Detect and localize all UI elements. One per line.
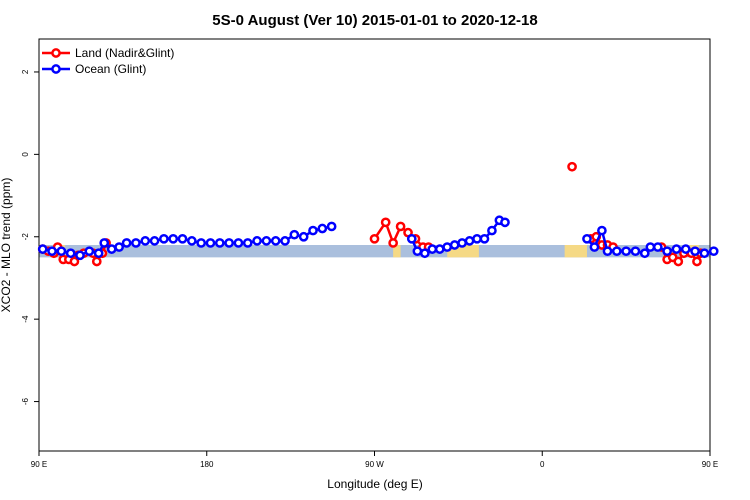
series-1-point-21 — [224, 238, 234, 248]
ocean-band — [39, 245, 710, 258]
series-1-point-11 — [131, 238, 141, 248]
series-1-point-18 — [196, 238, 207, 248]
series-1-point-20 — [214, 238, 225, 248]
series-1-point-53 — [630, 246, 641, 257]
legend: Land (Nadir&Glint) Ocean (Glint) — [42, 46, 174, 76]
series-1-point-58 — [671, 244, 682, 254]
series-0-point-16 — [395, 221, 406, 232]
series-1-point-31 — [317, 223, 328, 234]
series-1-point-13 — [149, 236, 160, 246]
series-1-point-0 — [37, 244, 48, 254]
series-1-point-9 — [114, 242, 124, 252]
series-1-point-34 — [412, 246, 423, 257]
legend-marker-0 — [51, 48, 61, 58]
y-tick-label-1: 0 — [21, 152, 30, 157]
x-tick-label-2: 90 W — [365, 460, 384, 469]
series-1-point-6 — [93, 248, 104, 259]
series-1-point-38 — [442, 242, 453, 252]
y-tick-label-2: -2 — [21, 233, 30, 241]
series-1-point-43 — [479, 233, 490, 244]
x-axis-label: Longitude (deg E) — [327, 477, 422, 491]
series-1-point-32 — [326, 221, 337, 232]
series-1-point-36 — [427, 244, 438, 254]
y-tick-label-4: -6 — [21, 397, 30, 405]
series-1-point-51 — [611, 246, 622, 257]
series-1-point-16 — [177, 233, 188, 244]
series-1-point-22 — [233, 238, 244, 248]
series-1-point-33 — [406, 233, 417, 244]
series-1-point-23 — [242, 238, 253, 248]
series-0-point-10 — [91, 256, 102, 267]
series-0-point-21 — [567, 161, 577, 172]
y-tick-label-0: 2 — [21, 69, 30, 74]
series-1-point-30 — [308, 225, 318, 236]
series-1-point-17 — [186, 236, 197, 246]
series-1-point-54 — [639, 248, 650, 259]
legend-label-0: Land (Nadir&Glint) — [75, 46, 174, 60]
series-1-point-4 — [75, 250, 85, 261]
y-axis-label: XCO2 - MLO trend (ppm) — [0, 178, 13, 313]
series-1-point-7 — [99, 238, 110, 248]
series-1-point-15 — [168, 233, 179, 244]
series-1-point-48 — [589, 242, 600, 252]
series-1-point-24 — [252, 236, 262, 246]
x-tick-label-0: 90 E — [31, 460, 47, 469]
series-0-point-33 — [692, 256, 702, 267]
series-1-point-55 — [645, 242, 656, 252]
series-1-point-25 — [261, 236, 272, 246]
series-1-point-5 — [84, 246, 95, 257]
legend-marker-1 — [51, 64, 61, 74]
series-1-point-35 — [419, 248, 430, 259]
chart-title: 5S-0 August (Ver 10) 2015-01-01 to 2020-… — [212, 12, 537, 29]
series-1-point-1 — [47, 246, 57, 257]
series-1-point-41 — [464, 236, 475, 246]
land-band-1 — [393, 245, 401, 258]
series-1-point-46 — [500, 217, 510, 228]
series-1-point-61 — [699, 248, 710, 259]
series-1-point-56 — [652, 242, 663, 252]
series-1-point-50 — [602, 246, 613, 257]
series-1-point-27 — [280, 236, 290, 246]
series-1-point-3 — [65, 248, 76, 259]
series-1-point-8 — [106, 244, 117, 254]
series-1-point-59 — [680, 244, 691, 254]
series-1-point-47 — [582, 233, 592, 244]
series-1 — [37, 215, 719, 261]
series-1-point-60 — [690, 246, 700, 257]
x-tick-label-3: 0 — [540, 460, 545, 469]
series-1-point-14 — [159, 233, 169, 244]
x-tick-label-4: 90 E — [702, 460, 718, 469]
series-1-point-62 — [708, 246, 719, 257]
series-0-point-14 — [380, 217, 391, 228]
series-1-point-12 — [140, 236, 151, 246]
series-1-point-42 — [472, 233, 482, 244]
series-1-point-40 — [457, 238, 467, 248]
series-1-point-10 — [121, 238, 132, 248]
series-1-point-19 — [205, 238, 216, 248]
series-1-point-26 — [270, 236, 281, 246]
series-0-point-30 — [673, 256, 684, 267]
series-1-point-52 — [621, 246, 631, 257]
series-1-point-37 — [434, 244, 445, 254]
series-1-point-29 — [298, 231, 309, 242]
series-0-point-15 — [388, 238, 398, 248]
series-1-point-39 — [449, 240, 460, 250]
series-1-point-2 — [56, 246, 67, 257]
legend-label-1: Ocean (Glint) — [75, 62, 146, 76]
land-band-3 — [564, 245, 587, 258]
series-1-point-44 — [487, 225, 497, 236]
series-1-point-57 — [662, 246, 672, 257]
series-1-point-49 — [597, 225, 607, 236]
y-tick-label-3: -4 — [21, 315, 30, 323]
plot-area: 90 E 180 90 W 0 90 E 2 0 -2 -4 -6 — [21, 38, 719, 469]
series-1-point-28 — [289, 229, 300, 240]
x-tick-label-1: 180 — [200, 460, 214, 469]
series-0-point-13 — [369, 233, 380, 244]
